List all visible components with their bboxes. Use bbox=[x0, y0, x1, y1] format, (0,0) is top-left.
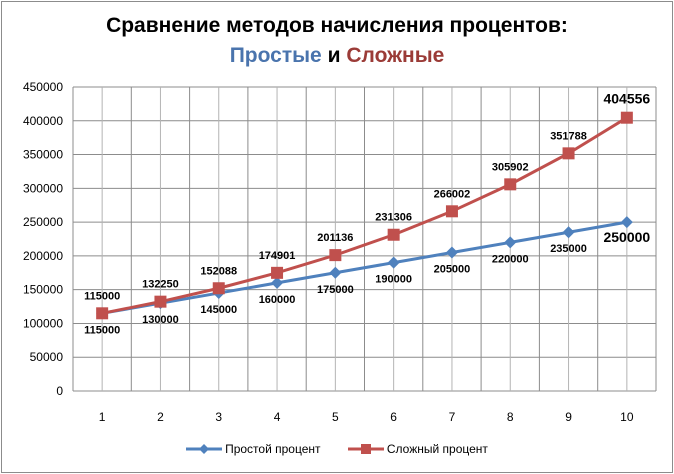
diamond-marker-icon bbox=[329, 266, 342, 279]
x-tick-label: 2 bbox=[157, 410, 164, 424]
data-label: 305902 bbox=[492, 161, 529, 173]
data-label: 130000 bbox=[142, 314, 179, 326]
square-marker-icon bbox=[154, 295, 167, 308]
data-label: 132250 bbox=[142, 279, 179, 291]
y-tick-label: 100000 bbox=[23, 316, 63, 330]
diamond-marker-icon bbox=[186, 444, 223, 454]
y-tick-label: 300000 bbox=[23, 181, 63, 195]
x-tick-label: 8 bbox=[507, 410, 514, 424]
y-tick-label: 50000 bbox=[30, 350, 64, 364]
square-marker-icon bbox=[212, 282, 225, 295]
legend: Простой процент Сложный процент bbox=[0, 442, 674, 457]
diamond-marker-icon bbox=[620, 216, 633, 229]
y-tick-label: 350000 bbox=[23, 148, 63, 162]
diamond-marker-icon bbox=[562, 226, 575, 239]
y-tick-label: 450000 bbox=[23, 80, 63, 94]
square-marker-icon bbox=[620, 111, 633, 124]
diamond-marker-icon bbox=[271, 276, 284, 289]
square-marker-icon bbox=[387, 228, 400, 241]
square-marker-icon bbox=[504, 178, 517, 191]
legend-item-simple: Простой процент bbox=[186, 442, 321, 456]
subtitle-simple: Простые bbox=[229, 44, 322, 67]
square-marker-icon bbox=[96, 307, 109, 320]
x-tick-label: 4 bbox=[274, 410, 281, 424]
y-tick-label: 150000 bbox=[23, 283, 63, 297]
subtitle-and: и bbox=[321, 44, 347, 67]
diamond-marker-icon bbox=[504, 236, 517, 249]
square-marker-icon bbox=[271, 266, 284, 279]
chart-subtitle: Простые и Сложные bbox=[0, 44, 674, 68]
data-label: 175000 bbox=[317, 284, 354, 296]
y-tick-label: 200000 bbox=[23, 249, 63, 263]
data-label: 190000 bbox=[375, 274, 412, 286]
data-label: 152088 bbox=[200, 265, 237, 277]
square-marker-icon bbox=[329, 249, 342, 262]
data-label: 231306 bbox=[375, 212, 412, 224]
data-label: 235000 bbox=[550, 243, 587, 255]
x-tick-label: 9 bbox=[565, 410, 572, 424]
y-tick-label: 0 bbox=[56, 384, 63, 398]
legend-label-simple: Простой процент bbox=[225, 442, 321, 456]
data-label: 160000 bbox=[259, 294, 296, 306]
x-tick-label: 6 bbox=[390, 410, 397, 424]
data-label: 145000 bbox=[200, 304, 237, 316]
subtitle-compound: Сложные bbox=[346, 44, 445, 67]
data-label: 220000 bbox=[492, 253, 529, 265]
x-tick-label: 3 bbox=[215, 410, 222, 424]
data-label: 404556 bbox=[603, 91, 650, 107]
square-marker-icon bbox=[445, 205, 458, 218]
data-label: 201136 bbox=[317, 232, 353, 244]
diamond-marker-icon bbox=[445, 246, 458, 259]
data-label: 266002 bbox=[434, 188, 471, 200]
data-label: 174901 bbox=[259, 250, 296, 262]
x-tick-label: 10 bbox=[620, 410, 634, 424]
series-line-1 bbox=[101, 116, 628, 315]
legend-item-compound: Сложный процент bbox=[347, 442, 488, 456]
data-label: 205000 bbox=[434, 264, 471, 276]
data-label: 115000 bbox=[84, 324, 120, 336]
legend-label-compound: Сложный процент bbox=[386, 442, 488, 456]
chart-title: Сравнение методов начисления процентов: bbox=[106, 14, 568, 37]
diamond-marker-icon bbox=[387, 256, 400, 269]
data-label: 250000 bbox=[603, 229, 650, 245]
y-tick-label: 400000 bbox=[23, 114, 63, 128]
data-label: 115000 bbox=[84, 290, 120, 302]
square-marker-icon bbox=[347, 444, 384, 454]
x-tick-label: 5 bbox=[332, 410, 339, 424]
y-tick-label: 250000 bbox=[23, 215, 63, 229]
series-line-0 bbox=[101, 220, 628, 315]
data-label: 351788 bbox=[550, 130, 587, 142]
square-marker-icon bbox=[562, 147, 575, 160]
x-tick-label: 7 bbox=[449, 410, 456, 424]
x-tick-label: 1 bbox=[99, 410, 106, 424]
